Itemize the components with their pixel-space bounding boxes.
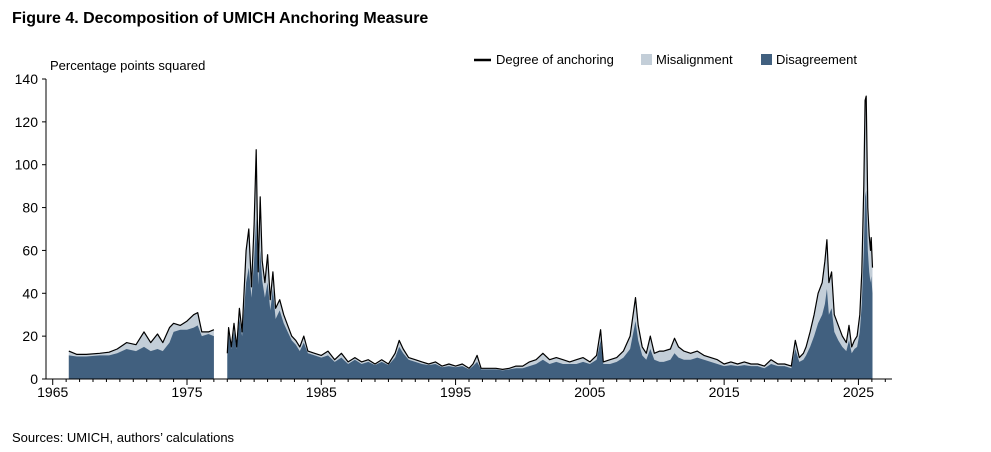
x-tick-label: 2015 — [709, 384, 740, 400]
legend-swatch-disagreement — [761, 54, 772, 65]
legend-label-disagreement: Disagreement — [776, 52, 857, 67]
disagreement-area-2 — [227, 190, 873, 379]
y-tick-label: 80 — [22, 200, 38, 216]
legend-swatch-misalignment — [641, 54, 652, 65]
legend-label-misalignment: Misalignment — [656, 52, 733, 67]
disagreement-area-1 — [68, 325, 214, 379]
y-tick-label: 140 — [15, 71, 39, 87]
anchoring-line-2 — [226, 95, 874, 370]
figure-title: Figure 4. Decomposition of UMICH Anchori… — [12, 10, 429, 27]
source-note: Sources: UMICH, authors’ calculations — [12, 430, 235, 445]
line-layer — [68, 95, 874, 370]
y-tick-labels: 0 20 40 60 80 100 120 140 — [15, 71, 39, 387]
anchoring-line-1 — [68, 312, 215, 355]
x-tick-label: 2005 — [574, 384, 605, 400]
x-tick-label: 1975 — [171, 384, 202, 400]
x-tick-label: 2025 — [843, 384, 874, 400]
y-tick-label: 60 — [22, 242, 38, 258]
x-tick-label: 1985 — [306, 384, 337, 400]
legend-label-anchoring: Degree of anchoring — [496, 52, 614, 67]
y-tick-label: 100 — [15, 157, 39, 173]
chart: 0 20 40 60 80 100 120 140 1965 1975 1985 1995 2005 2… — [15, 52, 892, 400]
misalignment-area-2 — [227, 96, 873, 379]
x-tick-labels: 1965 1975 1985 1995 2005 2015 2025 — [37, 384, 874, 400]
axes — [42, 78, 892, 385]
legend: Degree of anchoring Misalignment Disagre… — [474, 52, 857, 67]
y-tick-label: 20 — [22, 328, 38, 344]
x-tick-label: 1995 — [440, 384, 471, 400]
y-tick-label: 0 — [30, 371, 38, 387]
y-tick-label: 40 — [22, 285, 38, 301]
y-tick-label: 120 — [15, 114, 39, 130]
x-tick-label: 1965 — [37, 384, 68, 400]
area-layer — [68, 96, 873, 379]
y-axis-label: Percentage points squared — [50, 58, 205, 73]
